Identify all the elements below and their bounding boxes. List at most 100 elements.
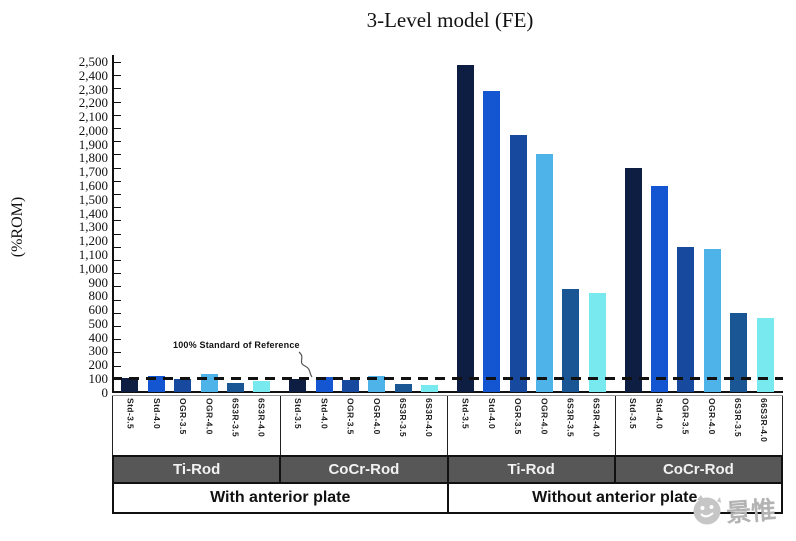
x-category-label-text: OGR-3.5 (513, 398, 524, 435)
bar (226, 383, 244, 392)
x-category-label: Std-4.0 (483, 398, 500, 429)
x-category-label: 6S3R-4.0 (588, 398, 605, 437)
bar (651, 186, 669, 392)
reference-annotation: 100% Standard of Reference (173, 340, 300, 350)
x-category-label-text: Std-3.5 (460, 398, 471, 430)
bar (368, 376, 386, 392)
rod-band-cell: Ti-Rod (114, 457, 282, 482)
x-axis-shadow-line (112, 395, 783, 396)
y-tick-label: 0 (101, 384, 109, 400)
y-tick-label: 1,400 (78, 205, 108, 221)
watermark-mascot-icon (693, 495, 721, 525)
x-category-label-text: OGR-3.5 (178, 398, 189, 435)
y-tick-label: 600 (88, 302, 109, 318)
y-tick-label: 400 (88, 329, 109, 345)
x-category-label-text: Std-4.0 (151, 398, 162, 430)
x-category-label: OGR-4.0 (703, 398, 720, 435)
bar (174, 379, 192, 392)
bar-group (448, 62, 616, 392)
y-tick-label: 1,200 (78, 233, 108, 249)
x-category-label: Std-3.5 (457, 398, 474, 429)
x-category-label-text: 6S3R-3.5 (733, 398, 744, 438)
y-axis-line (112, 55, 114, 393)
bar (756, 318, 774, 392)
y-tick-mark (114, 194, 121, 195)
rod-band-cell: Ti-Rod (449, 457, 616, 482)
x-category-label-text: OGR-3.5 (680, 398, 691, 435)
y-tick-label: 1,100 (78, 246, 108, 262)
y-tick-label: 2,500 (78, 54, 108, 69)
y-tick-mark (114, 207, 121, 209)
x-category-label: 66S3R-4.0 (756, 398, 773, 442)
y-tick-mark (114, 286, 121, 288)
y-tick-mark (114, 365, 121, 367)
watermark: 景惟 (692, 492, 777, 528)
rod-band-cell: CoCr-Rod (281, 457, 449, 482)
y-tick-label: 2,000 (78, 122, 108, 138)
y-tick-mark (114, 246, 121, 248)
x-category-label: 6S3R-3.5 (227, 398, 244, 437)
y-tick-label: 200 (88, 357, 109, 373)
chart-title: 3-Level model (FE) (366, 8, 534, 32)
x-label-group: Std-3.5 Std-4.0 OGR-3.5 OGR-4.0 6S3R-3.5 66S3… (616, 396, 783, 455)
bar (730, 312, 748, 392)
bar (456, 64, 474, 392)
y-tick-mark (114, 88, 121, 90)
y-tick-mark (114, 62, 121, 63)
y-tick-label: 1,600 (78, 178, 108, 194)
x-category-label: Std-3.5 (122, 398, 139, 429)
y-tick-mark (114, 75, 121, 77)
bar (394, 384, 412, 392)
bar (421, 384, 439, 392)
x-category-label-text: 6S3R-4.0 (591, 398, 602, 438)
bar (536, 154, 554, 392)
x-category-label: OGR-3.5 (175, 398, 192, 435)
x-category-label: OGR-4.0 (201, 398, 218, 435)
y-tick-label: 2,300 (78, 81, 108, 97)
x-category-label-text: OGR-4.0 (204, 398, 215, 435)
bars-area (112, 62, 783, 392)
bar (624, 167, 642, 392)
y-tick-mark (114, 273, 121, 275)
y-tick-label: 900 (88, 274, 109, 290)
x-category-label: OGR-3.5 (677, 398, 694, 435)
x-category-label-text: OGR-4.0 (706, 398, 717, 435)
y-tick-label: 800 (88, 288, 109, 304)
y-tick-label: 1,700 (78, 164, 108, 180)
x-category-label-text: 6S3R-4.0 (256, 398, 267, 438)
x-category-label-text: 6S3R-3.5 (398, 398, 409, 438)
rod-band-cell: CoCr-Rod (662, 461, 734, 478)
bar (588, 293, 606, 392)
bar-group (112, 62, 280, 392)
bar (315, 377, 333, 392)
reference-dashed-line (112, 377, 783, 380)
y-tick-label: 2,400 (78, 67, 108, 83)
y-tick-mark (114, 339, 121, 341)
x-axis-line (112, 391, 783, 393)
x-category-label: 6S3R-3.5 (562, 398, 579, 437)
x-category-label-text: Std-3.5 (628, 398, 639, 430)
y-tick-mark (114, 101, 121, 103)
y-tick-labels: 2,500 2,400 2,300 2,200 2,100 2,000 1,900 1,800… (38, 55, 108, 399)
y-tick-mark (114, 326, 121, 327)
bar (253, 381, 271, 392)
x-category-label-text: Std-4.0 (654, 398, 665, 430)
y-tick-mark (114, 312, 121, 314)
x-category-label-text: Std-4.0 (319, 398, 330, 430)
bar (289, 379, 307, 392)
x-category-labels: Std-3.5 Std-4.0 OGR-3.5 OGR-4.0 6S3R-3.5 6S3R… (112, 396, 783, 455)
bar (703, 249, 721, 392)
y-tick-mark (114, 352, 121, 354)
bar (677, 246, 695, 392)
y-tick-mark (114, 299, 121, 301)
x-category-label: OGR-4.0 (536, 398, 553, 435)
x-category-label: OGR-3.5 (510, 398, 527, 435)
y-tick-mark (114, 220, 121, 222)
x-category-label: Std-4.0 (316, 398, 333, 429)
y-tick-label: 2,100 (78, 109, 108, 125)
plate-band: With anterior plate Without anterior plat… (112, 484, 783, 514)
x-label-group: Std-3.5 Std-4.0 OGR-3.5 OGR-4.0 6S3R-3.5 6S3R… (112, 396, 281, 455)
x-category-label: 6S3R-4.0 (253, 398, 270, 437)
x-category-label-text: 66S3R-4.0 (759, 398, 770, 443)
rod-type-band: Ti-Rod CoCr-Rod Ti-Rod CoCr-Rod (112, 455, 783, 484)
